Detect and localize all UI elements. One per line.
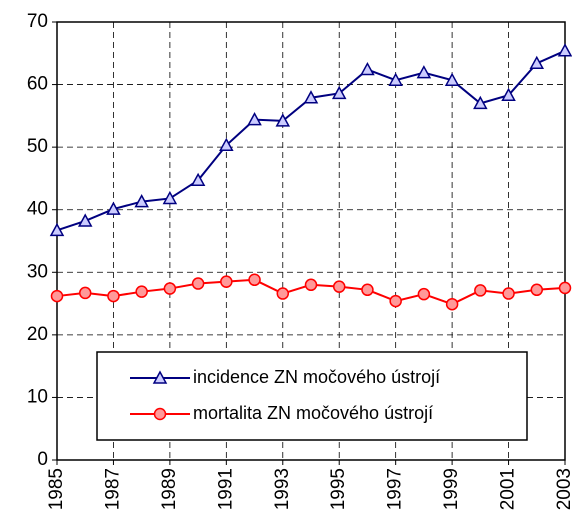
marker [558,281,572,295]
marker [502,287,515,300]
marker [220,275,233,288]
x-tick-label: 1995 [328,468,349,510]
marker [163,282,177,295]
marker [473,95,488,110]
y-tick-label: 40 [27,199,48,220]
y-tick-label: 20 [27,324,48,345]
legend-marker [153,407,167,421]
marker [191,277,205,290]
marker [50,289,64,303]
marker [529,55,545,70]
marker [276,287,290,300]
marker [78,286,92,300]
x-tick-label: 1987 [102,468,123,510]
marker [219,137,234,152]
marker [275,113,291,127]
marker [501,87,516,101]
marker [332,280,346,293]
y-tick-label: 60 [27,74,48,95]
x-tick-label: 1999 [441,468,462,510]
marker [360,61,375,76]
marker [303,90,319,104]
marker [162,190,178,205]
legend-marker [152,370,168,384]
marker [474,284,487,297]
plot-frame [56,21,566,461]
marker [190,172,206,187]
x-tick-label: 1989 [159,468,180,510]
x-tick-label: 1993 [272,468,293,510]
y-tick-label: 70 [27,11,48,32]
marker [530,283,544,297]
marker [388,72,403,86]
marker [248,273,261,287]
marker [135,285,148,298]
y-tick-label: 50 [27,136,48,157]
x-tick-label: 1991 [215,468,236,510]
marker [247,112,262,126]
marker [77,213,93,227]
legend-label: incidence ZN močového ústrojí [193,367,440,387]
marker [416,65,432,79]
legend-label: mortalita ZN močového ústrojí [193,403,433,423]
series-line [56,49,566,232]
y-tick-label: 10 [27,386,48,407]
marker [134,194,149,208]
x-tick-label: 1997 [385,468,406,510]
x-tick-label: 1985 [46,468,67,510]
legend: incidence ZN močového ústrojí mortalita Z… [96,351,528,441]
marker [444,72,460,86]
marker [361,283,374,297]
y-tick-label: 30 [27,261,48,282]
x-tick-label: 2001 [498,468,519,510]
marker [417,287,431,301]
marker [106,201,121,215]
marker [445,297,459,311]
x-tick-label: 2003 [554,468,572,510]
marker [389,294,402,308]
marker [331,85,347,100]
marker [304,278,318,292]
marker [49,222,65,237]
marker [107,289,120,303]
y-tick-label: 0 [37,449,48,470]
legend-box [96,351,528,441]
marker [557,43,572,57]
